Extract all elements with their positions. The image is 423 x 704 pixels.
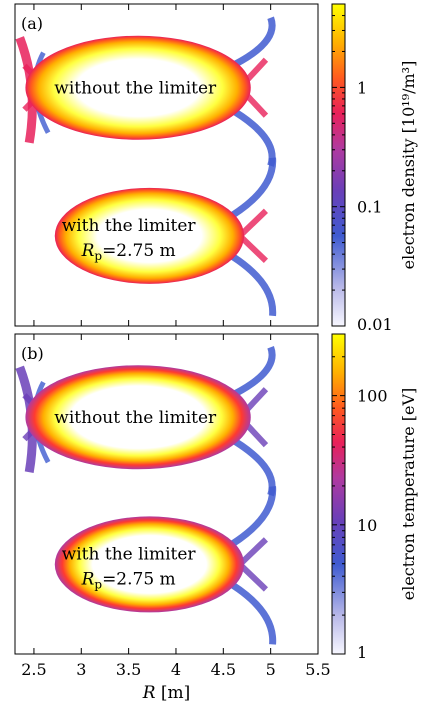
plasma-with-limiter: [54, 157, 277, 317]
colorbar-gradient: [331, 3, 346, 327]
x-tick-label: 4: [171, 660, 181, 679]
panel-b: (b) without the limiter with the limiter Rp…: [14, 333, 418, 662]
label-with-limiter: with the limiter: [62, 216, 197, 236]
colorbar-label: electron temperature [eV]: [399, 388, 418, 601]
x-tick-label: 5.5: [305, 660, 330, 679]
colorbar-tick-label: 0.01: [357, 315, 393, 334]
colorbar: 100 10 1 electron temperature [eV]: [331, 333, 418, 662]
divertor-leg: [226, 104, 276, 167]
plasma-core: [25, 35, 251, 140]
colorbar-tick-label: 100: [357, 387, 388, 406]
divertor-leg: [226, 434, 276, 497]
plot-frame: [14, 333, 319, 655]
panel-label: (b): [21, 344, 44, 363]
plasma-with-limiter: [54, 486, 277, 645]
plasma-without-limiter: [15, 16, 276, 167]
colorbar: 1 0.1 0.01 electron density [10¹⁹/m³]: [331, 3, 418, 334]
colorbar-label: electron density [10¹⁹/m³]: [399, 61, 418, 270]
label-rp: Rp=2.75 m: [81, 569, 176, 591]
x-tick-label: 4.5: [211, 660, 236, 679]
colorbar-tick-label: 1: [357, 643, 367, 662]
colorbar-tick-label: 0.1: [357, 198, 382, 217]
colorbar-tick-label: 10: [357, 516, 377, 535]
plot-frame: [14, 3, 319, 327]
x-tick-label: 3: [76, 660, 86, 679]
plasma-without-limiter: [15, 345, 276, 497]
x-tick-label: 3.5: [116, 660, 141, 679]
x-axis-label: R [m]: [142, 683, 191, 703]
colorbar-gradient: [331, 333, 346, 655]
label-with-limiter: with the limiter: [62, 544, 197, 564]
plasma-core: [54, 516, 245, 613]
label-rp: Rp=2.75 m: [81, 241, 176, 263]
panel-a: (a) without the limiter with the limiter Rp…: [14, 3, 418, 334]
plasma-core: [25, 365, 251, 470]
label-without-limiter: without the limiter: [54, 79, 217, 99]
plasma-core: [54, 187, 245, 284]
x-tick-label: 2.5: [21, 660, 46, 679]
panel-label: (a): [21, 14, 43, 33]
x-tick-label: 5: [266, 660, 276, 679]
label-without-limiter: without the limiter: [54, 408, 217, 428]
colorbar-tick-label: 1: [357, 78, 367, 97]
